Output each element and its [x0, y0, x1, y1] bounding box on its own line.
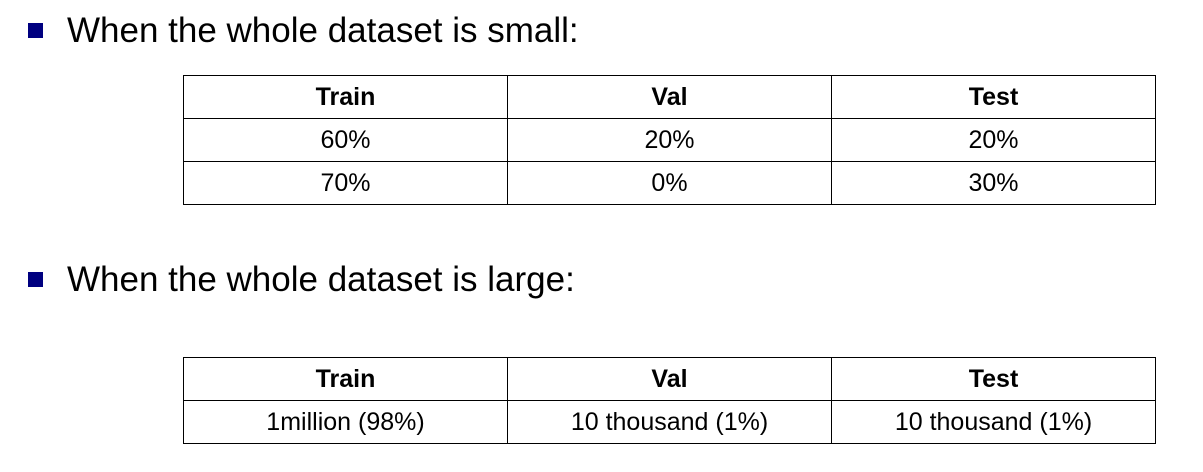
table-row: 60% 20% 20%	[183, 118, 1156, 162]
table-header-row: Train Val Test	[183, 75, 1156, 119]
header-train: Train	[183, 357, 508, 401]
cell-train: 70%	[183, 161, 508, 205]
bullet-small-dataset: When the whole dataset is small:	[28, 13, 579, 48]
header-test: Test	[831, 75, 1156, 119]
small-dataset-split-table: Train Val Test 60% 20% 20% 70% 0% 30%	[183, 75, 1156, 205]
cell-train: 60%	[183, 118, 508, 162]
table-row: 70% 0% 30%	[183, 161, 1156, 205]
large-dataset-split-table: Train Val Test 1million (98%) 10 thousan…	[183, 357, 1156, 444]
cell-test: 20%	[831, 118, 1156, 162]
cell-val: 10 thousand (1%)	[507, 400, 832, 444]
cell-test: 30%	[831, 161, 1156, 205]
table-row: 1million (98%) 10 thousand (1%) 10 thous…	[183, 400, 1156, 444]
cell-val: 0%	[507, 161, 832, 205]
cell-train: 1million (98%)	[183, 400, 508, 444]
header-val: Val	[507, 357, 832, 401]
square-bullet-icon	[28, 23, 43, 38]
cell-val: 20%	[507, 118, 832, 162]
bullet-large-dataset: When the whole dataset is large:	[28, 262, 575, 297]
header-test: Test	[831, 357, 1156, 401]
header-val: Val	[507, 75, 832, 119]
cell-test: 10 thousand (1%)	[831, 400, 1156, 444]
bullet-text: When the whole dataset is small:	[67, 11, 579, 50]
bullet-text: When the whole dataset is large:	[67, 260, 575, 299]
header-train: Train	[183, 75, 508, 119]
square-bullet-icon	[28, 272, 43, 287]
table-header-row: Train Val Test	[183, 357, 1156, 401]
